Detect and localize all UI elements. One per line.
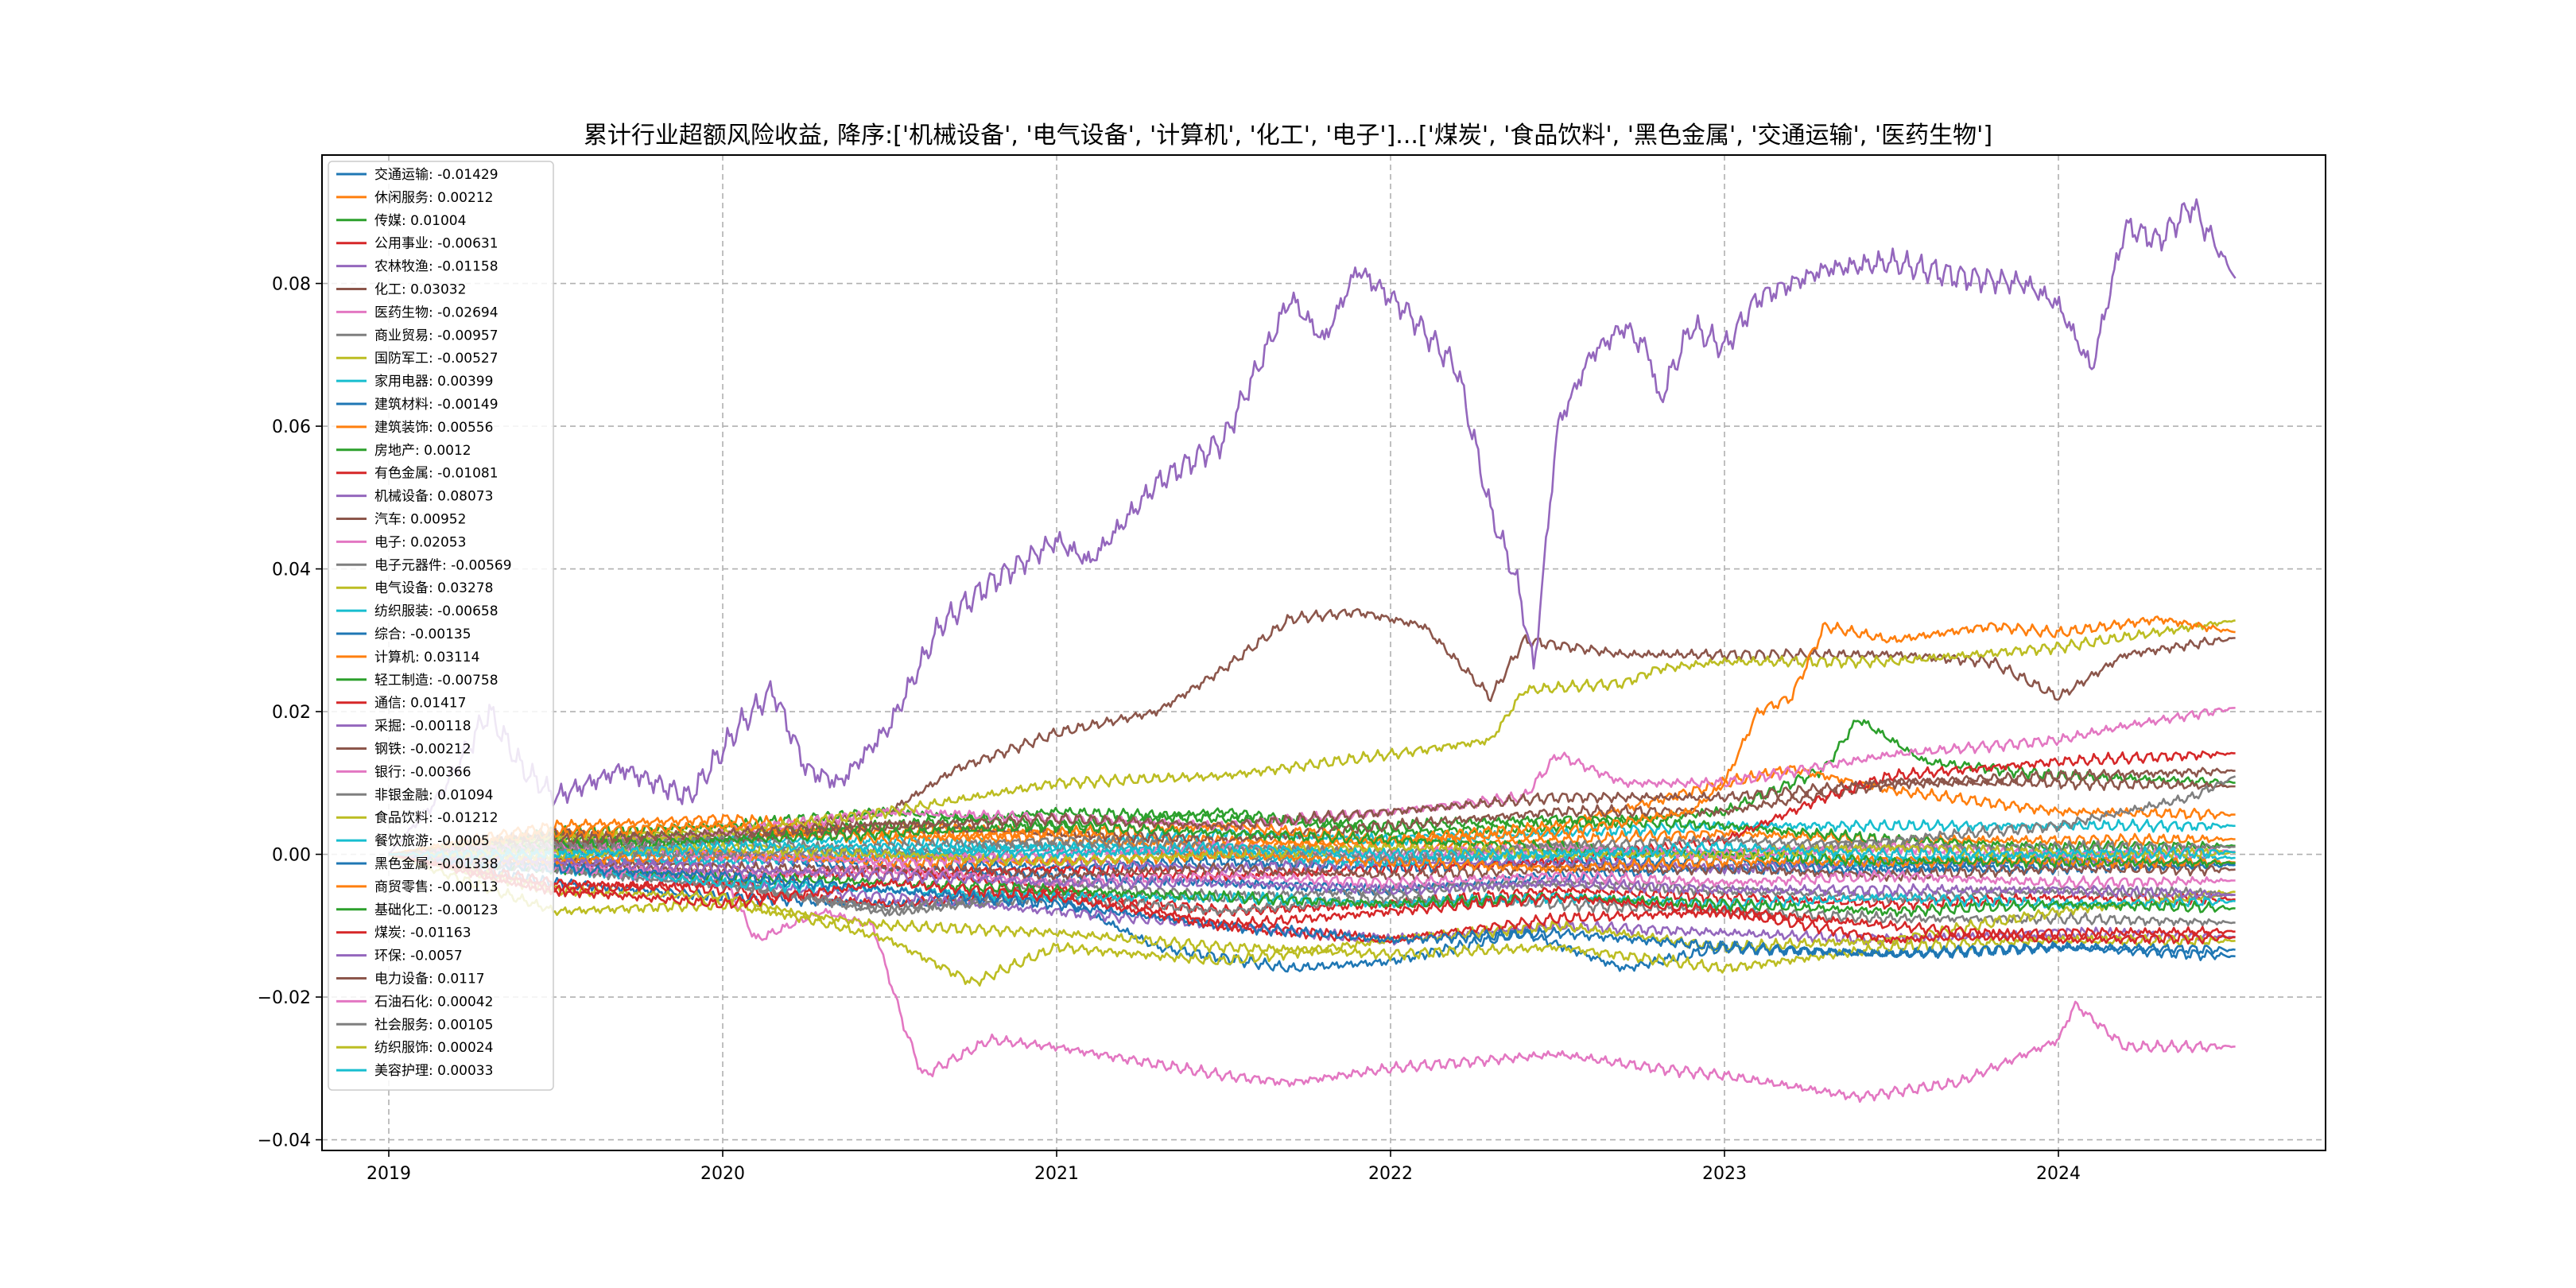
y-tick-label: 0.06 — [272, 417, 311, 437]
legend-entry: 商业贸易: -0.00957 — [374, 328, 499, 343]
plot-frame — [321, 154, 2326, 1151]
legend-entry: 公用事业: -0.00631 — [374, 236, 499, 252]
legend-entry: 食品饮料: -0.01212 — [374, 810, 499, 826]
series-line-家用电器 — [388, 818, 2236, 858]
legend-entry: 家用电器: 0.00399 — [374, 374, 493, 390]
series-line-有色金属 — [388, 853, 2236, 945]
legend-entry: 休闲服务: 0.00212 — [374, 190, 493, 206]
series-line-电力设备 — [388, 766, 2236, 855]
legend-entry: 美容护理: 0.00033 — [374, 1063, 493, 1079]
legend-entry: 交通运输: -0.01429 — [374, 167, 499, 183]
series-line-银行 — [388, 853, 2236, 890]
series-line-电气设备 — [388, 619, 2236, 855]
legend-entry: 化工: 0.03032 — [374, 282, 466, 298]
y-tick-label: 0.04 — [272, 561, 311, 580]
legend-entry: 钢铁: -0.00212 — [374, 742, 471, 758]
legend-entry: 有色金属: -0.01081 — [374, 466, 499, 482]
series-line-机械设备 — [388, 198, 2237, 855]
x-tick-label: 2021 — [1034, 1164, 1079, 1184]
legend-entry: 基础化工: -0.00123 — [374, 902, 499, 918]
legend-entry: 建筑装饰: 0.00556 — [374, 420, 493, 436]
y-tick-label: 0.02 — [272, 703, 311, 723]
series-line-煤炭 — [388, 853, 2236, 945]
legend-entry: 汽车: 0.00952 — [374, 512, 466, 528]
series-layer — [388, 198, 2237, 1104]
legend-entry: 商贸零售: -0.00113 — [374, 879, 499, 895]
legend-entry: 建筑材料: -0.00149 — [374, 397, 499, 413]
y-tick-label: 0.00 — [272, 846, 311, 866]
x-tick-label: 2020 — [700, 1164, 745, 1184]
series-line-建筑装饰 — [388, 765, 2236, 855]
x-tick-label: 2019 — [367, 1164, 411, 1184]
x-tick-label: 2023 — [1702, 1164, 1747, 1184]
legend-entry: 轻工制造: -0.00758 — [374, 673, 499, 689]
legend-entry: 社会服务: 0.00105 — [374, 1017, 493, 1033]
legend-entry: 国防军工: -0.00527 — [374, 351, 499, 367]
legend-entry: 房地产: 0.0012 — [374, 443, 471, 459]
x-tick-label: 2024 — [2036, 1164, 2081, 1184]
legend-entry: 电子元器件: -0.00569 — [374, 557, 512, 573]
series-line-环保 — [389, 852, 2236, 900]
legend-entry: 纺织服装: -0.00658 — [374, 603, 499, 619]
legend-entry: 电气设备: 0.03278 — [374, 580, 493, 596]
legend-entry: 计算机: 0.03114 — [374, 650, 479, 665]
legend-entry: 银行: -0.00366 — [374, 764, 471, 780]
y-tick-label: 0.08 — [272, 275, 311, 295]
legend-entry: 采掘: -0.00118 — [374, 719, 471, 735]
legend-entry: 机械设备: 0.08073 — [374, 489, 493, 505]
legend-entry: 电子: 0.02053 — [374, 534, 466, 550]
legend: 交通运输: -0.01429 休闲服务: 0.00212 传媒: 0.01004 公用… — [328, 161, 554, 1091]
legend-entry: 通信: 0.01417 — [374, 696, 466, 712]
y-tick-label: −0.04 — [258, 1131, 311, 1151]
legend-entry: 环保: -0.0057 — [374, 949, 463, 964]
series-line-基础化工 — [389, 820, 2236, 869]
legend-entry: 煤炭: -0.01163 — [374, 925, 471, 941]
y-tick-label: −0.02 — [258, 988, 311, 1008]
series-line-纺织服饰 — [389, 842, 2236, 867]
legend-entry: 传媒: 0.01004 — [374, 213, 466, 229]
grid-layer — [322, 155, 2326, 1150]
x-tick-label: 2022 — [1368, 1164, 1413, 1184]
legend-entry: 黑色金属: -0.01338 — [374, 856, 499, 872]
legend-entry: 电力设备: 0.0117 — [374, 972, 485, 987]
legend-entry: 综合: -0.00135 — [374, 627, 471, 642]
legend-entry: 农林牧渔: -0.01158 — [374, 259, 499, 275]
series-line-美容护理 — [388, 840, 2236, 862]
tick-layer: 2019 2020 2021 2022 2023 2024 −0.04 −0.02 0.00 0.… — [258, 275, 2081, 1184]
legend-entry: 医药生物: -0.02694 — [374, 305, 499, 320]
legend-box — [328, 161, 554, 1091]
chart-title: 累计行业超额风险收益, 降序:['机械设备', '电气设备', '计算机', '… — [584, 122, 1992, 149]
legend-entry: 纺织服饰: 0.00024 — [374, 1040, 493, 1056]
legend-entry: 非银金融: 0.01094 — [374, 787, 493, 803]
series-line-计算机 — [388, 615, 2236, 855]
series-line-黑色金属 — [388, 853, 2236, 958]
legend-entry: 餐饮旅游: -0.0005 — [374, 833, 490, 849]
legend-entry: 石油石化: 0.00042 — [374, 994, 493, 1010]
